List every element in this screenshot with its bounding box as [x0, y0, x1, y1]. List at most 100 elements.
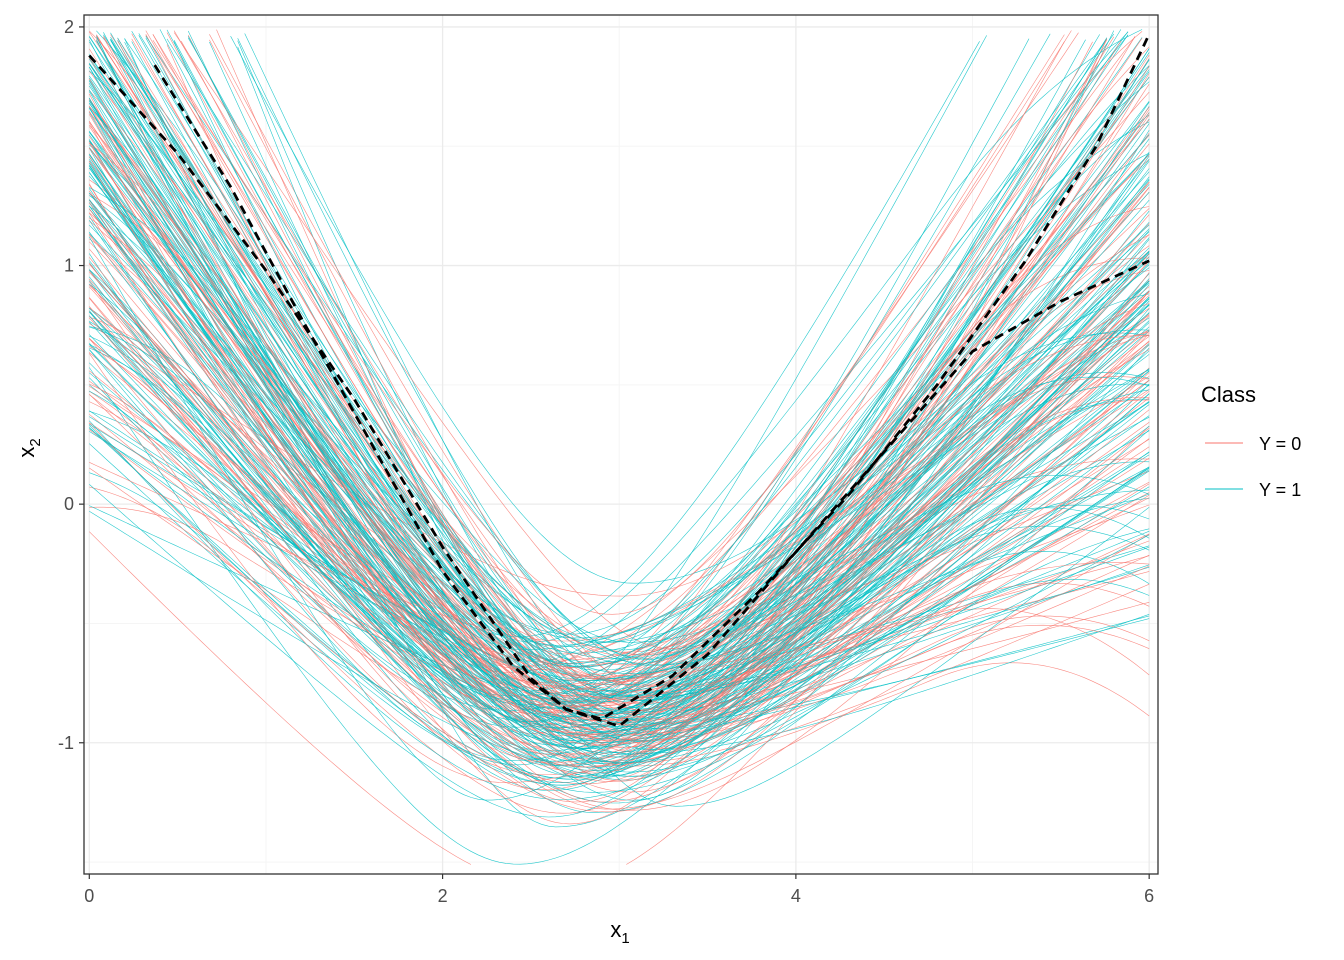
curve-class-1	[89, 283, 1150, 722]
curve-class-1	[89, 321, 1150, 793]
curve-class-0	[89, 290, 1150, 782]
curve-class-1	[89, 108, 1150, 801]
curve-class-1	[89, 224, 1150, 701]
curve-class-0	[89, 98, 1150, 727]
curve-class-1	[230, 36, 1150, 584]
curve-class-0	[89, 142, 1150, 676]
x-tick-label: 4	[791, 886, 801, 906]
curve-class-1	[89, 41, 980, 638]
curve-class-1	[89, 35, 1129, 663]
curve-class-1	[89, 404, 1150, 768]
y-tick-label: -1	[58, 733, 74, 753]
panel-border	[83, 14, 1159, 875]
curve-class-0	[89, 160, 1150, 737]
curve-class-0	[117, 40, 1150, 668]
curve-class-1	[237, 38, 1150, 666]
curve-class-0	[89, 208, 1150, 707]
curve-class-0	[152, 30, 1072, 615]
curve-class-1	[187, 30, 1150, 714]
mean-curve-1	[88, 54, 1150, 728]
curve-class-1	[89, 106, 1150, 735]
curve-class-1	[89, 41, 1150, 713]
curve-class-0	[89, 331, 1150, 768]
x-tick-label: 2	[438, 886, 448, 906]
curve-class-0	[89, 38, 1143, 733]
curve-class-1	[110, 39, 1150, 665]
legend-label-class-1: Y = 1	[1259, 480, 1301, 500]
curve-class-0	[166, 44, 1150, 746]
x-axis-title: x1	[610, 917, 629, 947]
curve-class-0	[89, 270, 1150, 741]
curve-class-1	[96, 40, 1150, 764]
axes: 0 2 4 6 -1 0 1 2	[58, 17, 1154, 906]
curve-class-1	[173, 41, 1150, 682]
curve-class-1	[89, 208, 1150, 701]
curve-class-0	[89, 114, 1150, 803]
curve-class-0	[89, 291, 1150, 865]
curve-class-1	[173, 40, 1150, 807]
curve-class-0	[89, 200, 1150, 725]
curve-class-1	[110, 40, 1150, 646]
curve-class-1	[89, 344, 1150, 753]
curve-class-1	[89, 80, 1150, 758]
curve-class-1	[89, 132, 1150, 697]
legend: Class Y = 0 Y = 1	[1201, 382, 1301, 500]
curve-class-1	[89, 71, 1150, 721]
curve-class-1	[96, 36, 1150, 651]
curve-class-0	[89, 346, 1150, 714]
curve-class-0	[89, 106, 1150, 699]
curve-class-1	[89, 66, 1150, 709]
curve-class-0	[89, 315, 1150, 811]
curve-class-1	[89, 162, 1150, 733]
x-tick-label: 0	[84, 886, 94, 906]
curve-class-1	[89, 59, 1150, 742]
curve-class-0	[89, 306, 1150, 810]
curve-class-1	[89, 236, 1150, 801]
curve-class-1	[89, 151, 1150, 756]
curve-class-1	[89, 79, 1150, 648]
curve-class-0	[89, 119, 1150, 695]
curve-class-0	[89, 122, 1150, 756]
curve-class-0	[145, 35, 1150, 656]
curve-class-0	[89, 30, 1143, 781]
curve-class-0	[145, 30, 1150, 681]
curve-class-1	[89, 311, 1150, 737]
curve-class-0	[103, 36, 1150, 686]
legend-title: Class	[1201, 382, 1256, 407]
curve-class-1	[89, 296, 1150, 818]
y-tick-label: 0	[64, 494, 74, 514]
curve-class-1	[89, 428, 1150, 728]
curve-class-0	[89, 279, 1150, 814]
mean-curves	[88, 33, 1151, 728]
curve-class-1	[89, 52, 1150, 786]
curve-class-1	[89, 187, 1150, 643]
curve-class-1	[89, 54, 1150, 663]
curve-class-0	[173, 32, 1150, 649]
curve-class-1	[110, 38, 1150, 762]
curve-class-0	[89, 330, 1150, 774]
curve-class-1	[89, 224, 1150, 674]
y-axis-title: x2	[14, 438, 44, 457]
curve-class-0	[89, 272, 1150, 813]
curve-class-1	[244, 33, 1150, 696]
curve-class-1	[89, 347, 1150, 742]
curve-class-1	[89, 335, 1150, 731]
curve-class-0	[180, 41, 1150, 682]
curve-class-1	[89, 280, 1150, 711]
curve-class-1	[89, 107, 1150, 764]
y-tick-label: 1	[64, 256, 74, 276]
curve-class-0	[173, 30, 1093, 686]
curve-class-1	[110, 32, 1150, 677]
curve-class-1	[89, 154, 1150, 718]
curve-class-1	[89, 300, 1150, 865]
curve-class-0	[103, 36, 1150, 707]
curve-class-0	[89, 353, 1150, 783]
curve-class-0	[131, 38, 1150, 709]
curve-class-1	[89, 29, 1143, 643]
curve-class-0	[89, 286, 1150, 664]
curve-class-0	[89, 338, 1150, 677]
curve-class-1	[166, 29, 1122, 661]
curve-class-1	[89, 233, 1150, 773]
curve-class-0	[89, 260, 1150, 790]
